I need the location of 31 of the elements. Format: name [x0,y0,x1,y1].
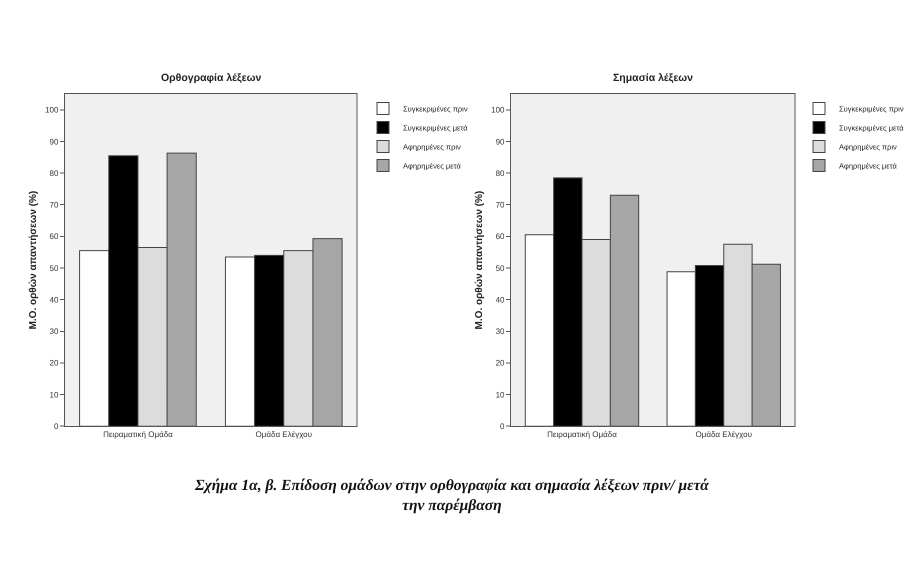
y-tick-label: 100 [45,106,59,115]
y-tick-label: 10 [50,390,59,400]
x-tick-label: Πειραματική Ομάδα [547,430,618,439]
text: Σχήμα 1α, β. Επίδοση ομάδων στην ορθογραφία και σημασία λέξεων πριν/ μετά την παρέμβαση [194,477,710,514]
x-tick-label: Πειραματική Ομάδα [103,430,174,439]
chart-title: Σημασία λέξεων [613,72,694,84]
x-tick-label: Ομάδα Ελέγχου [256,430,312,439]
y-tick-label: 40 [50,295,59,304]
x-tick-label: Ομάδα Ελέγχου [696,430,752,439]
y-tick-label: 30 [496,327,506,336]
y-tick-label: 80 [50,168,59,178]
y-tick-label: 60 [50,232,59,242]
y-tick-label: 10 [496,390,506,400]
y-tick-label: 0 [54,422,59,431]
y-tick-label: 90 [496,137,506,146]
y-tick-label: 100 [491,106,506,115]
y-tick-label: 60 [496,232,506,242]
chart-title: Ορθογραφία λέξεων [161,72,262,84]
y-tick-label: 0 [500,422,506,431]
y-tick-label: 80 [496,168,506,178]
y-tick-label: 50 [496,264,506,273]
y-axis-title: Μ.Ο. ορθών απαντήσεων (%) [28,190,40,330]
y-tick-label: 20 [50,358,59,368]
y-axis-title: Μ.Ο. ορθών απαντήσεων (%) [474,190,486,330]
y-tick-label: 20 [496,358,506,368]
y-tick-label: 70 [50,200,59,210]
y-tick-label: 40 [496,295,506,304]
y-tick-label: 70 [496,200,506,210]
y-tick-label: 90 [50,137,59,146]
y-tick-label: 50 [50,264,59,273]
y-tick-label: 30 [50,327,59,336]
